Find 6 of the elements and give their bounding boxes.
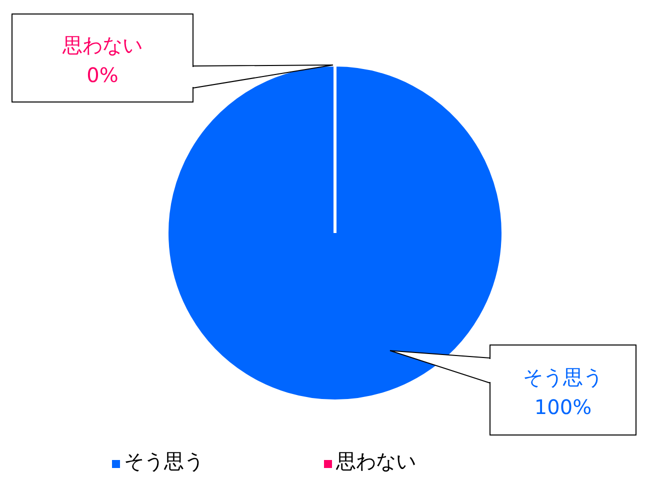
data-label: 100% <box>534 395 592 419</box>
text: 0% <box>86 63 118 87</box>
legend-label: そう思う <box>124 449 204 473</box>
slice-label: そう思う <box>523 365 603 389</box>
legend-label: 思わない <box>336 449 416 473</box>
category-label: 思わない <box>62 33 142 57</box>
